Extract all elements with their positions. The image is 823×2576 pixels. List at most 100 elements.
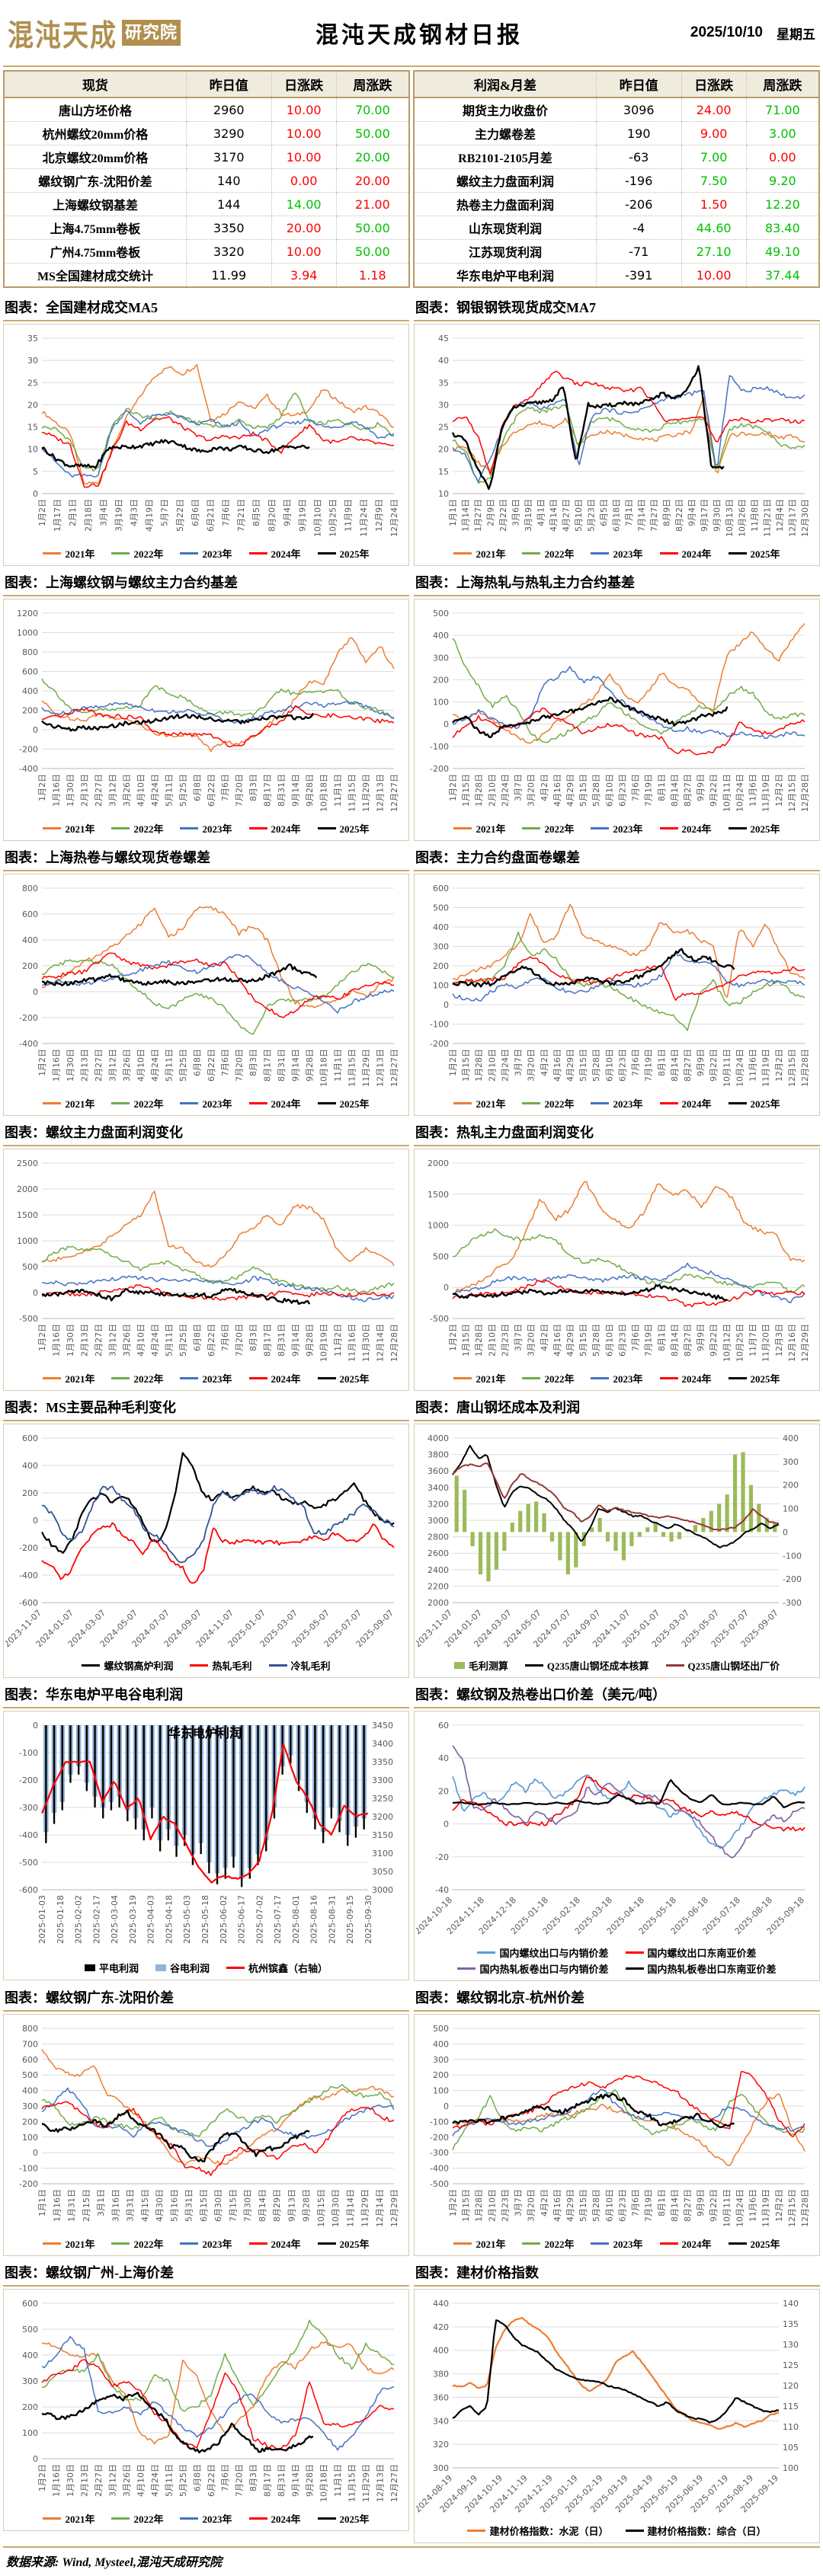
logo-script-text: 混沌天成 xyxy=(8,20,117,53)
chart-title: 图表：唐山钢坯成本及利润 xyxy=(414,1392,820,1421)
svg-text:6月8日: 6月8日 xyxy=(192,774,202,801)
svg-text:500: 500 xyxy=(22,1262,38,1272)
table-cell: 10.00 xyxy=(271,121,337,145)
legend-item: 毛利测算 xyxy=(453,1658,508,1673)
legend-label: 2023年 xyxy=(613,548,643,560)
svg-text:4月24日: 4月24日 xyxy=(150,1324,160,1357)
svg-text:12月28日: 12月28日 xyxy=(800,1049,810,1087)
legend-label: 2021年 xyxy=(65,823,95,835)
legend-item: 2025年 xyxy=(317,1371,370,1385)
svg-text:0: 0 xyxy=(33,1516,38,1526)
legend-label: 2021年 xyxy=(65,1373,95,1385)
svg-text:12月28日: 12月28日 xyxy=(389,1324,399,1362)
chart-panel: 图表：唐山钢坯成本及利润 2000 2200 2400 2600 2800 3000 320… xyxy=(413,1391,820,1678)
svg-text:200: 200 xyxy=(22,961,38,971)
legend-item: 国内热轧板卷出口与内销价差 xyxy=(457,1961,609,1976)
svg-text:3100: 3100 xyxy=(372,1849,393,1858)
svg-text:12月15日: 12月15日 xyxy=(787,1049,797,1087)
chart-canvas: -500 0 500 1000 1500 2000 1月2日 1月15日 1月28日 2月10日 2… xyxy=(428,1159,810,1362)
legend-swatch-icon xyxy=(659,1102,678,1104)
svg-text:9月22日: 9月22日 xyxy=(709,774,719,807)
svg-text:7月6日: 7月6日 xyxy=(220,1049,230,1076)
chart-canvas: 0 100 200 300 400 500 600 1月2日 1月16日 1月30日 2月13日 2月… xyxy=(22,2299,399,2502)
svg-text:4月3日: 4月3日 xyxy=(130,499,139,526)
svg-text:1月15日: 1月15日 xyxy=(461,2189,471,2222)
table-cell: 3320 xyxy=(185,239,272,264)
svg-text:1月28日: 1月28日 xyxy=(474,2189,484,2222)
table-cell: 螺纹钢广东-沈阳价差 xyxy=(4,168,187,193)
svg-text:12月27日: 12月27日 xyxy=(389,1049,399,1087)
svg-text:2025-07-02: 2025-07-02 xyxy=(255,1895,264,1944)
legend-item: 2021年 xyxy=(453,821,505,836)
svg-text:4月29日: 4月29日 xyxy=(565,1049,575,1082)
svg-text:-200: -200 xyxy=(19,1775,38,1785)
table-row: 广州4.75mm卷板 3320 10.00 50.00 xyxy=(4,239,409,264)
table-cell: -196 xyxy=(595,168,682,193)
table-cell: 140 xyxy=(185,168,272,193)
svg-text:0: 0 xyxy=(33,1721,38,1731)
svg-text:12月2日: 12月2日 xyxy=(774,1049,784,1082)
svg-text:9月28日: 9月28日 xyxy=(305,1049,315,1082)
svg-text:10月18日: 10月18日 xyxy=(319,1049,329,1087)
svg-text:600: 600 xyxy=(22,1433,38,1443)
legend-swatch-icon xyxy=(82,1664,101,1667)
chart-canvas: 0 5 10 15 20 25 30 35 1月2日 1月17日 2月1日 2月18日 3月4日 3月19… xyxy=(27,334,399,537)
svg-text:3150: 3150 xyxy=(372,1830,393,1840)
svg-text:60: 60 xyxy=(438,1721,449,1731)
table-cell: 71.00 xyxy=(745,97,819,122)
legend-label: 2024年 xyxy=(681,1098,712,1110)
legend-item: 平电利润 xyxy=(84,1961,139,1975)
charts-grid: 图表：全国建材成交MA5 0 5 10 15 20 25 30 35 1月2日 1月17日 2月1日… xyxy=(2,291,820,2543)
legend-label: 2024年 xyxy=(681,548,712,560)
legend-swatch-icon xyxy=(317,1102,336,1104)
svg-text:7月6日: 7月6日 xyxy=(631,2189,641,2216)
legend-swatch-icon xyxy=(180,2242,199,2245)
legend-swatch-icon xyxy=(591,1102,610,1104)
svg-text:3200: 3200 xyxy=(372,1812,393,1822)
legend-swatch-icon xyxy=(111,2242,130,2245)
table-row: 杭州螺纹20mm价格 3290 10.00 50.00 xyxy=(4,121,409,145)
legend-swatch-icon xyxy=(591,827,610,829)
svg-text:12月16日: 12月16日 xyxy=(787,1324,797,1362)
legend-swatch-icon xyxy=(522,2242,541,2245)
svg-text:10月25日: 10月25日 xyxy=(328,499,338,537)
legend-swatch-icon xyxy=(453,1102,472,1104)
table-cell: 山东现货利润 xyxy=(414,216,597,240)
svg-text:600: 600 xyxy=(433,884,449,893)
svg-text:10: 10 xyxy=(438,489,449,499)
legend-item: 国内螺纹出口东南亚价差 xyxy=(625,1945,757,1960)
svg-text:100: 100 xyxy=(783,2463,799,2473)
svg-text:1月16日: 1月16日 xyxy=(52,2189,62,2222)
svg-text:7月19日: 7月19日 xyxy=(644,1049,654,1082)
svg-text:12月27日: 12月27日 xyxy=(389,2464,399,2502)
svg-text:3月1日: 3月1日 xyxy=(96,2189,106,2216)
svg-text:1月2日: 1月2日 xyxy=(37,1049,47,1076)
chart-panel: 图表：上海热轧与热轧主力合约基差 -200 -100 0 100 200 300 400 50… xyxy=(414,566,820,841)
svg-text:8月17日: 8月17日 xyxy=(263,1324,273,1357)
svg-text:5月28日: 5月28日 xyxy=(591,2189,601,2222)
table-row: 山东现货利润 -4 44.60 83.40 xyxy=(414,216,819,240)
legend-label: 2022年 xyxy=(544,2239,575,2250)
svg-text:5月10日: 5月10日 xyxy=(574,499,584,532)
svg-text:12月29日: 12月29日 xyxy=(389,2189,399,2227)
weekday-value: 星期五 xyxy=(777,27,815,42)
svg-text:3月7日: 3月7日 xyxy=(514,2189,524,2216)
legend-label: 2022年 xyxy=(544,1373,575,1385)
chart-box: -500 0 500 1000 1500 2000 2500 1月2日 1月16日 1月30日 2月… xyxy=(3,1149,409,1391)
svg-text:8月17日: 8月17日 xyxy=(263,1049,273,1082)
legend-label: 谷电利润 xyxy=(169,1963,210,1974)
svg-text:12月27日: 12月27日 xyxy=(389,774,399,812)
svg-text:440: 440 xyxy=(433,2299,449,2309)
svg-text:12月28日: 12月28日 xyxy=(800,2189,810,2227)
svg-text:9月9日: 9月9日 xyxy=(696,2189,706,2216)
svg-text:6月5日: 6月5日 xyxy=(599,499,609,526)
svg-text:8月27日: 8月27日 xyxy=(683,1049,693,1082)
svg-text:7月20日: 7月20日 xyxy=(235,1324,245,1357)
svg-text:10月24日: 10月24日 xyxy=(735,2189,745,2227)
chart-box: -600 -500 -400 -300 -200 -100 0 3000 3050 3100 315… xyxy=(3,1711,409,1980)
legend-item: 2021年 xyxy=(453,546,505,561)
table-cell: 20.00 xyxy=(335,145,409,169)
svg-text:8月1日: 8月1日 xyxy=(657,2189,667,2216)
legend-item: 2022年 xyxy=(111,1096,163,1111)
svg-text:8月1日: 8月1日 xyxy=(657,774,667,801)
